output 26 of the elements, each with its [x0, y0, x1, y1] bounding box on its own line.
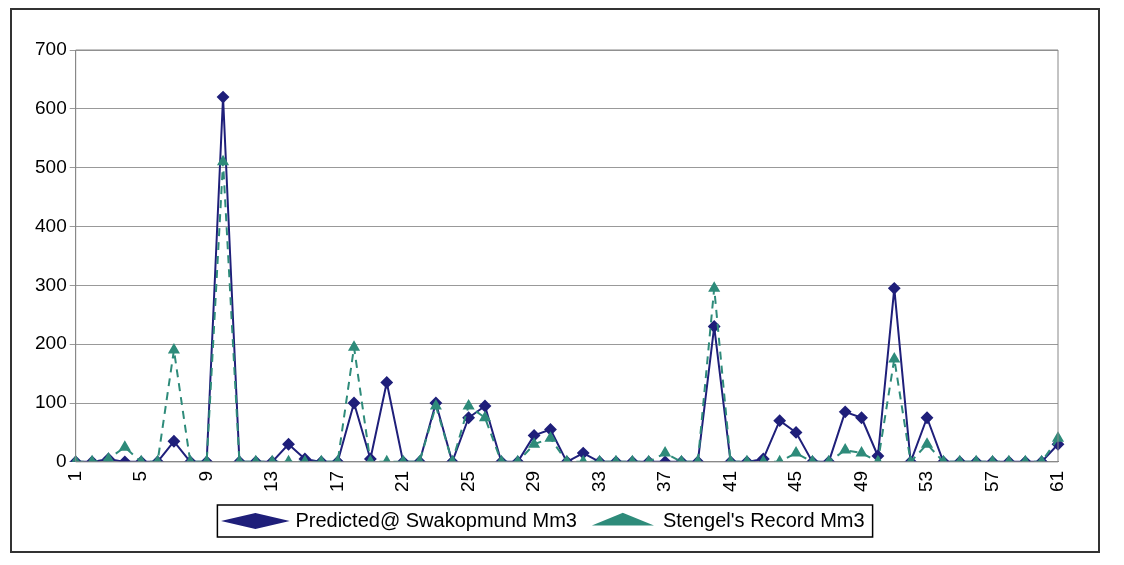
legend-label: Predicted@ Swakopmund Mm3 — [295, 508, 577, 531]
x-tick-label: 1 — [63, 470, 85, 482]
x-tick-label: 33 — [587, 470, 609, 493]
x-tick-label: 53 — [915, 470, 937, 493]
x-tick-label: 25 — [456, 470, 478, 493]
x-tick-label: 29 — [522, 470, 544, 493]
x-tick-label: 45 — [784, 470, 806, 493]
x-tick-label: 57 — [980, 470, 1002, 493]
y-tick-label: 0 — [56, 450, 67, 472]
x-tick-label: 41 — [718, 470, 740, 493]
y-tick-label: 500 — [35, 155, 67, 177]
x-tick-label: 13 — [260, 470, 282, 493]
y-tick-label: 300 — [35, 273, 67, 295]
y-tick-label: 700 — [35, 38, 67, 60]
y-tick-label: 400 — [35, 214, 67, 236]
x-tick-label: 17 — [325, 470, 347, 493]
y-tick-label: 100 — [35, 391, 67, 413]
x-tick-label: 37 — [653, 470, 675, 493]
y-tick-label: 600 — [35, 97, 67, 119]
x-tick-label: 61 — [1046, 470, 1068, 493]
x-tick-label: 9 — [194, 470, 216, 482]
x-tick-label: 49 — [849, 470, 871, 493]
y-tick-label: 200 — [35, 332, 67, 354]
x-tick-label: 5 — [129, 470, 151, 482]
legend-label: Stengel's Record Mm3 — [662, 508, 865, 531]
x-tick-label: 21 — [391, 470, 413, 493]
